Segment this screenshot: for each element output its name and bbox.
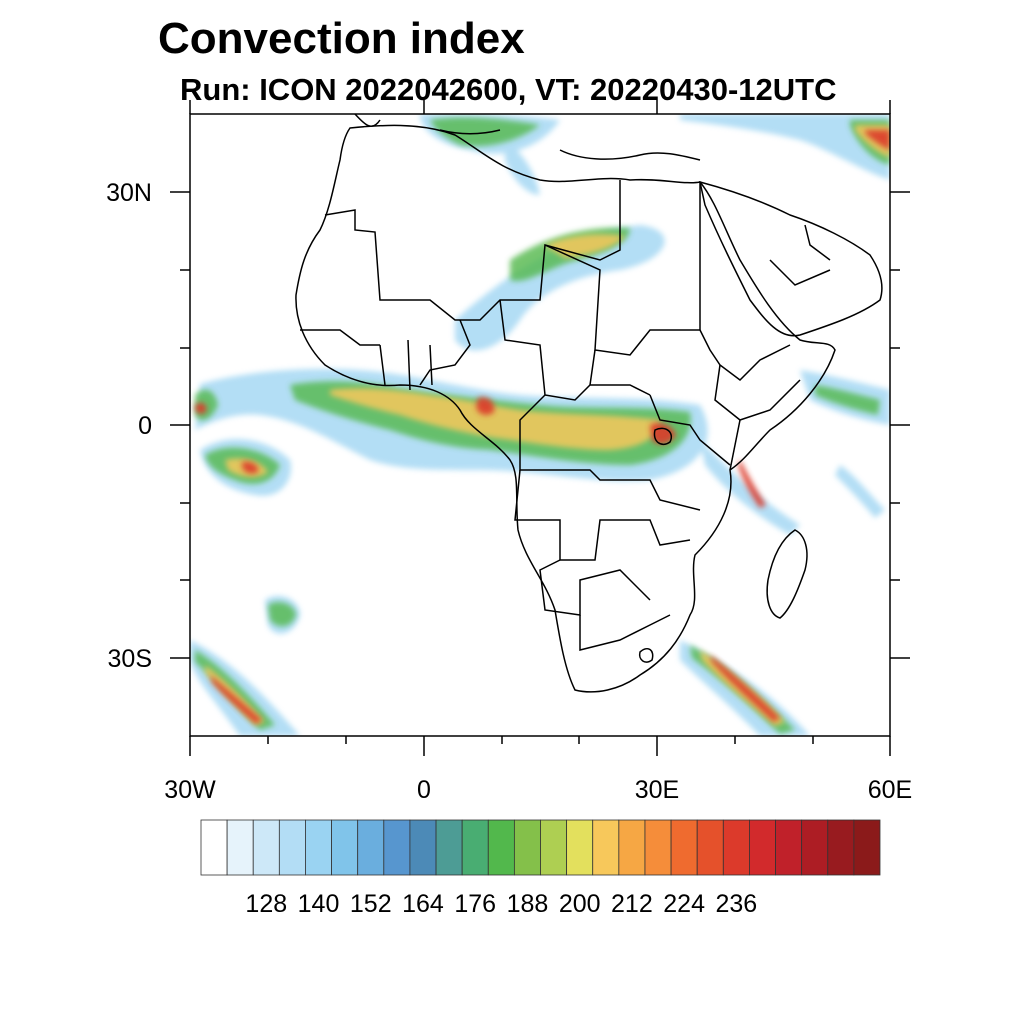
colorbar-swatch — [409, 819, 437, 876]
colorbar-swatch — [566, 819, 594, 876]
x-tick-label: 0 — [417, 776, 431, 804]
colorbar-swatch — [618, 819, 646, 876]
colorbar-label: 188 — [507, 890, 549, 918]
colorbar-swatch — [435, 819, 463, 876]
colorbar-swatch — [383, 819, 411, 876]
convection-field — [190, 114, 890, 736]
colorbar-label: 236 — [716, 890, 758, 918]
colorbar-swatch — [592, 819, 620, 876]
colorbar-label: 176 — [454, 890, 496, 918]
colorbar — [200, 819, 881, 876]
colorbar-label: 140 — [298, 890, 340, 918]
y-tick-labels: 30N 0 30S — [106, 179, 152, 673]
colorbar-swatch — [513, 819, 541, 876]
colorbar-swatch — [775, 819, 803, 876]
colorbar-label: 212 — [611, 890, 653, 918]
x-tick-labels: 30W 0 30E 60E — [164, 776, 912, 804]
x-tick-label: 30W — [164, 776, 216, 804]
y-tick-label: 30N — [106, 179, 152, 207]
colorbar-label: 164 — [402, 890, 444, 918]
colorbar-label: 224 — [663, 890, 705, 918]
colorbar-labels: 128 140 152 164 176 188 200 212 224 236 — [245, 890, 757, 918]
y-tick-label: 0 — [138, 412, 152, 440]
colorbar-swatch — [801, 819, 829, 876]
colorbar-swatch — [722, 819, 750, 876]
colorbar-swatch — [644, 819, 672, 876]
colorbar-swatch — [357, 819, 385, 876]
colorbar-swatch — [461, 819, 489, 876]
colorbar-label: 128 — [245, 890, 287, 918]
y-tick-label: 30S — [108, 645, 152, 673]
colorbar-swatch — [670, 819, 698, 876]
axis-ticks — [170, 100, 910, 756]
colorbar-swatch — [827, 819, 855, 876]
colorbar-swatch — [305, 819, 332, 876]
colorbar-swatch — [278, 819, 306, 876]
colorbar-swatch — [540, 819, 568, 876]
plot-subtitle: Run: ICON 2022042600, VT: 20220430-12UTC — [180, 72, 837, 107]
colorbar-swatch — [696, 819, 724, 876]
colorbar-label: 200 — [559, 890, 601, 918]
plot-title: Convection index — [158, 14, 525, 63]
coastlines-and-borders — [295, 114, 883, 693]
colorbar-swatch — [487, 819, 515, 876]
colorbar-swatch — [853, 819, 881, 876]
colorbar-label: 152 — [350, 890, 392, 918]
colorbar-swatch — [226, 819, 254, 876]
colorbar-swatch — [331, 819, 359, 876]
x-tick-label: 60E — [868, 776, 912, 804]
colorbar-swatch — [200, 819, 228, 876]
colorbar-swatch — [749, 819, 776, 876]
colorbar-swatch — [252, 819, 280, 876]
x-tick-label: 30E — [635, 776, 679, 804]
